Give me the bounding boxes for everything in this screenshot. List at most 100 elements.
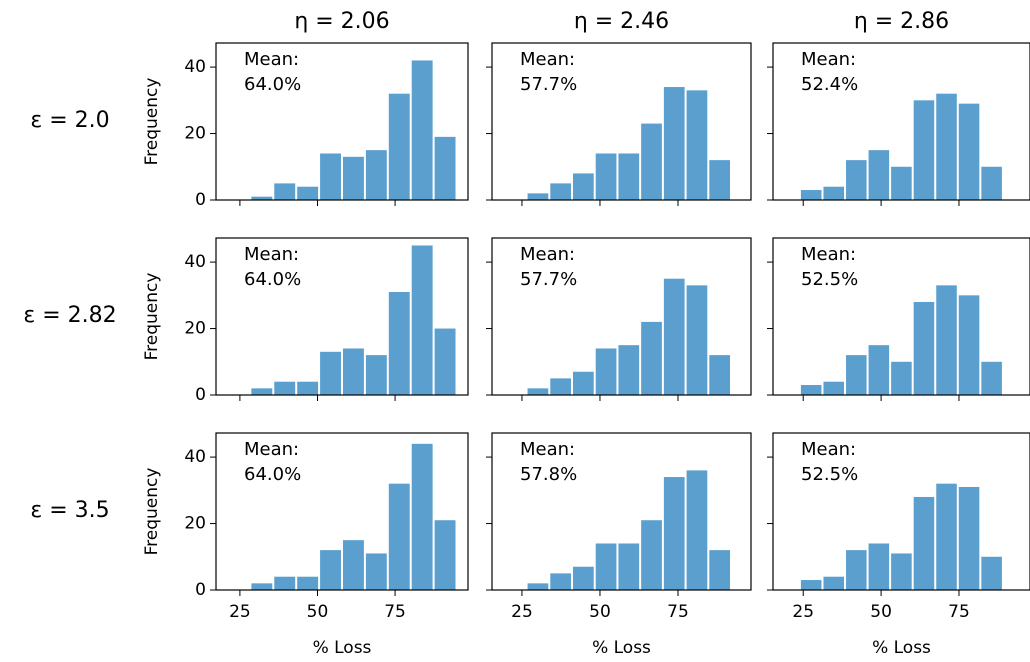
bar bbox=[868, 345, 890, 395]
mean-annotation: Mean: bbox=[244, 49, 299, 70]
y-tick-label: 40 bbox=[184, 57, 206, 77]
x-tick-label: 25 bbox=[229, 602, 251, 622]
bar bbox=[297, 186, 319, 200]
x-tick-label: 25 bbox=[792, 602, 814, 622]
mean-annotation: Mean: bbox=[801, 244, 856, 265]
x-tick-label: 75 bbox=[667, 602, 689, 622]
bar bbox=[527, 583, 549, 590]
bar bbox=[936, 483, 957, 590]
bar bbox=[434, 328, 456, 395]
bar bbox=[709, 355, 731, 395]
bar bbox=[663, 87, 685, 200]
mean-annotation: Mean: bbox=[244, 439, 299, 460]
bar bbox=[663, 477, 685, 590]
bar bbox=[573, 173, 594, 200]
bar bbox=[618, 345, 640, 395]
bar bbox=[958, 486, 980, 590]
bar bbox=[343, 540, 364, 590]
y-axis-label: Frequency bbox=[142, 273, 162, 361]
bar bbox=[434, 136, 456, 200]
bar bbox=[320, 351, 341, 395]
bar bbox=[958, 295, 980, 395]
bar bbox=[550, 378, 572, 395]
bar bbox=[913, 100, 935, 200]
bar bbox=[846, 160, 867, 200]
x-tick-label: 50 bbox=[870, 602, 892, 622]
bar bbox=[913, 496, 935, 590]
bar bbox=[550, 573, 572, 590]
bar bbox=[595, 543, 617, 590]
bar bbox=[686, 470, 708, 590]
bar bbox=[320, 153, 341, 200]
bar bbox=[297, 576, 319, 590]
mean-annotation: Mean: bbox=[520, 244, 575, 265]
bar bbox=[251, 583, 273, 590]
x-tick-label: 25 bbox=[511, 602, 533, 622]
bar bbox=[343, 348, 364, 395]
bar bbox=[411, 443, 433, 590]
mean-annotation: Mean: bbox=[801, 439, 856, 460]
bar bbox=[251, 196, 273, 200]
bar bbox=[527, 193, 549, 200]
y-tick-label: 40 bbox=[184, 447, 206, 467]
bar bbox=[823, 381, 845, 395]
bar bbox=[573, 566, 594, 590]
plot-frame bbox=[772, 237, 1030, 396]
plot-frame bbox=[772, 432, 1030, 591]
y-tick-label: 40 bbox=[184, 252, 206, 272]
bar bbox=[388, 93, 410, 200]
y-tick-label: 0 bbox=[195, 190, 206, 210]
bar bbox=[251, 388, 273, 395]
bar bbox=[388, 291, 410, 395]
bar bbox=[274, 183, 296, 200]
bar bbox=[411, 245, 433, 395]
bar bbox=[891, 361, 912, 395]
bar bbox=[365, 553, 387, 590]
column-title: η = 2.86 bbox=[854, 9, 949, 34]
bar bbox=[846, 355, 867, 395]
plot-frame bbox=[491, 237, 752, 396]
x-axis-label: % Loss bbox=[592, 638, 651, 658]
bar bbox=[388, 483, 410, 590]
x-axis-label: % Loss bbox=[872, 638, 931, 658]
plot-frame bbox=[491, 42, 752, 201]
bar bbox=[663, 278, 685, 395]
bar bbox=[343, 156, 364, 200]
bar bbox=[891, 553, 912, 590]
mean-annotation: Mean: bbox=[244, 244, 299, 265]
bar bbox=[618, 543, 640, 590]
bar bbox=[958, 103, 980, 200]
mean-annotation: Mean: bbox=[520, 49, 575, 70]
bar bbox=[365, 150, 387, 200]
x-tick-label: 75 bbox=[384, 602, 406, 622]
bar bbox=[981, 556, 1002, 590]
y-tick-label: 20 bbox=[184, 514, 206, 534]
bar bbox=[800, 580, 822, 590]
bar bbox=[913, 301, 935, 395]
plot-frame bbox=[491, 432, 752, 591]
column-title: η = 2.06 bbox=[294, 9, 389, 34]
mean-annotation: 57.7% bbox=[520, 269, 577, 290]
column-title: η = 2.46 bbox=[574, 9, 669, 34]
plot-frame bbox=[215, 42, 469, 201]
y-axis-label: Frequency bbox=[142, 468, 162, 556]
bar bbox=[868, 150, 890, 200]
mean-annotation: 52.5% bbox=[801, 464, 858, 485]
bar bbox=[981, 166, 1002, 200]
bar bbox=[274, 381, 296, 395]
mean-annotation: 57.7% bbox=[520, 74, 577, 95]
bar bbox=[365, 355, 387, 395]
bar bbox=[274, 576, 296, 590]
bar bbox=[709, 160, 731, 200]
bar bbox=[618, 153, 640, 200]
mean-annotation: 52.5% bbox=[801, 269, 858, 290]
bar bbox=[709, 550, 731, 590]
plot-frame bbox=[215, 432, 469, 591]
bar bbox=[595, 153, 617, 200]
x-tick-label: 50 bbox=[307, 602, 329, 622]
x-tick-label: 50 bbox=[589, 602, 611, 622]
y-tick-label: 20 bbox=[184, 319, 206, 339]
mean-annotation: 64.0% bbox=[244, 464, 301, 485]
